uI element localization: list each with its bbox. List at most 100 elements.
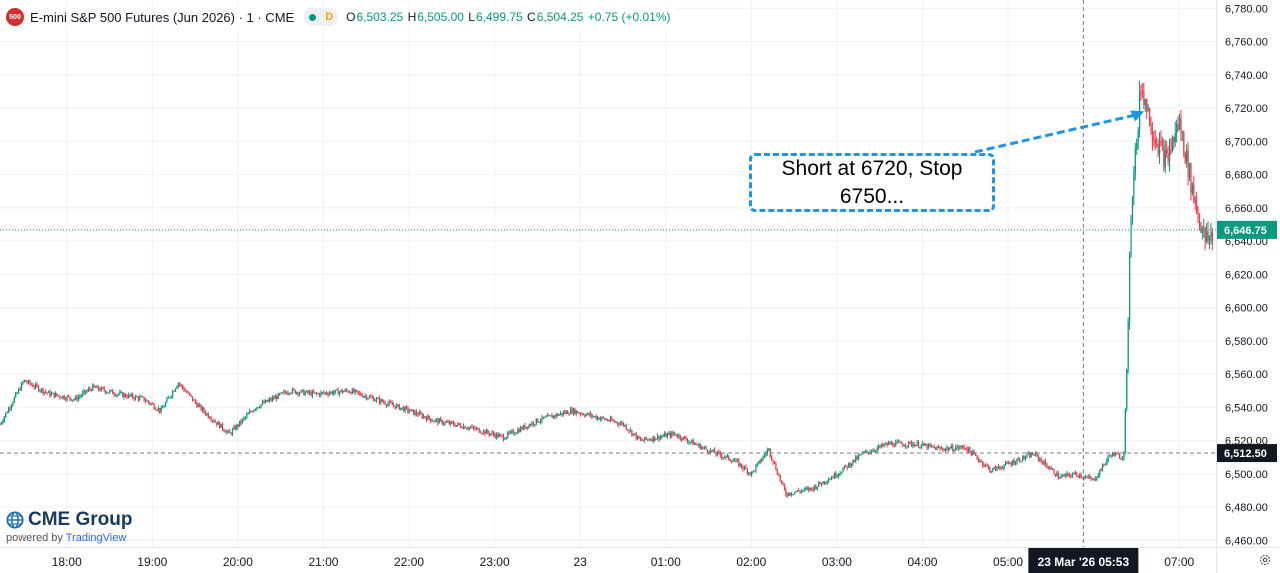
candle-body <box>621 422 623 424</box>
candle-body <box>595 416 597 419</box>
candle-body <box>393 404 395 406</box>
candle-body <box>143 396 145 401</box>
candle-body <box>1042 461 1044 465</box>
candle-body <box>50 393 53 396</box>
candle-body <box>366 395 368 399</box>
candle-body <box>806 488 808 490</box>
candle-body <box>671 432 673 437</box>
candle-body <box>704 447 706 449</box>
candle-body <box>721 455 723 458</box>
candle-body <box>276 396 278 399</box>
gear-icon[interactable] <box>1258 553 1272 567</box>
arrow-shaft <box>974 112 1139 154</box>
candle-body <box>575 411 577 415</box>
candle-body <box>1157 144 1159 155</box>
candle-body <box>950 445 952 449</box>
candle-body <box>1069 473 1071 476</box>
y-tick-label: 6,760.00 <box>1225 37 1268 49</box>
candle-body <box>313 391 315 393</box>
candle-body <box>530 424 532 426</box>
market-open-dot-icon <box>309 13 317 21</box>
x-tick-label: 02:00 <box>736 555 766 569</box>
candle-body <box>425 417 428 421</box>
candle-body <box>1160 140 1162 142</box>
candle-body <box>189 392 191 395</box>
candle-body <box>689 441 691 443</box>
x-tick-label: 01:00 <box>651 555 681 569</box>
candle-body <box>741 463 743 468</box>
candle-body <box>444 421 446 424</box>
symbol-legend[interactable]: 500 E-mini S&P 500 Futures (Jun 2026) · … <box>6 7 676 27</box>
candle-body <box>1029 453 1031 458</box>
candle-body <box>323 392 325 394</box>
candle-body <box>1117 453 1119 455</box>
candle-body <box>1211 232 1213 242</box>
delayed-badge: D <box>325 11 334 23</box>
candle-body <box>819 482 821 484</box>
candle-body <box>1208 236 1211 241</box>
candle-body <box>514 433 516 435</box>
candle-body <box>431 421 433 423</box>
candle-body <box>47 391 50 393</box>
candle-body <box>19 389 21 391</box>
candle-body <box>696 444 699 446</box>
candle-body <box>69 396 71 399</box>
candle-body <box>196 402 198 407</box>
trade-annotation[interactable]: Short at 6720, Stop 6750... <box>749 153 995 212</box>
candle-body <box>729 459 731 461</box>
candle-body <box>1006 462 1008 464</box>
candle-body <box>110 390 112 392</box>
candle-body <box>1091 478 1094 480</box>
candle-body <box>1043 460 1045 465</box>
candle-body <box>843 465 846 469</box>
candle-body <box>1076 473 1078 476</box>
candle-body <box>795 491 797 493</box>
candle-body <box>30 383 33 385</box>
candle-body <box>415 411 418 415</box>
candle-body <box>139 396 141 400</box>
candle-body <box>132 394 134 398</box>
x-tick-label: 19:00 <box>137 555 167 569</box>
candle-body <box>394 405 396 409</box>
candle-body <box>169 397 171 399</box>
candle-body <box>1044 460 1047 465</box>
candle-body <box>253 409 255 412</box>
candle-body <box>241 418 244 423</box>
candle-body <box>465 428 468 430</box>
symbol-title[interactable]: E-mini S&P 500 Futures (Jun 2026) · 1 · … <box>30 9 295 25</box>
powered-prefix: powered by <box>6 532 63 544</box>
candle-body <box>829 479 831 481</box>
candle-body <box>289 393 291 395</box>
candle-body <box>290 392 292 394</box>
candle-body <box>174 388 177 392</box>
candle-body <box>833 473 836 478</box>
candle-body <box>761 459 763 463</box>
candle-body <box>1012 460 1014 465</box>
candle-body <box>190 394 192 397</box>
candle-body <box>423 416 425 418</box>
candle-body <box>320 392 322 396</box>
cme-brand[interactable]: CME Group powered by TradingView <box>6 509 133 544</box>
candle-body <box>937 447 940 449</box>
candle-body <box>3 416 5 422</box>
candle-body <box>1030 453 1032 458</box>
candle-body <box>57 395 60 397</box>
candle-body <box>569 409 572 414</box>
candle-body <box>815 485 817 489</box>
candle-body <box>157 408 160 411</box>
candle-body <box>1123 451 1125 459</box>
candle-body <box>765 453 767 455</box>
candle-body <box>154 408 157 410</box>
candle-body <box>853 459 856 462</box>
candle-body <box>273 397 275 399</box>
crosshair-time-tag <box>1028 548 1139 573</box>
candle-body <box>56 393 58 396</box>
candle-body <box>917 442 920 448</box>
market-status[interactable]: D <box>304 8 339 26</box>
candle-body <box>1121 458 1124 460</box>
candle-body <box>182 385 184 388</box>
candle-body <box>940 448 943 450</box>
candle-body <box>759 460 761 463</box>
candle-body <box>344 389 346 392</box>
